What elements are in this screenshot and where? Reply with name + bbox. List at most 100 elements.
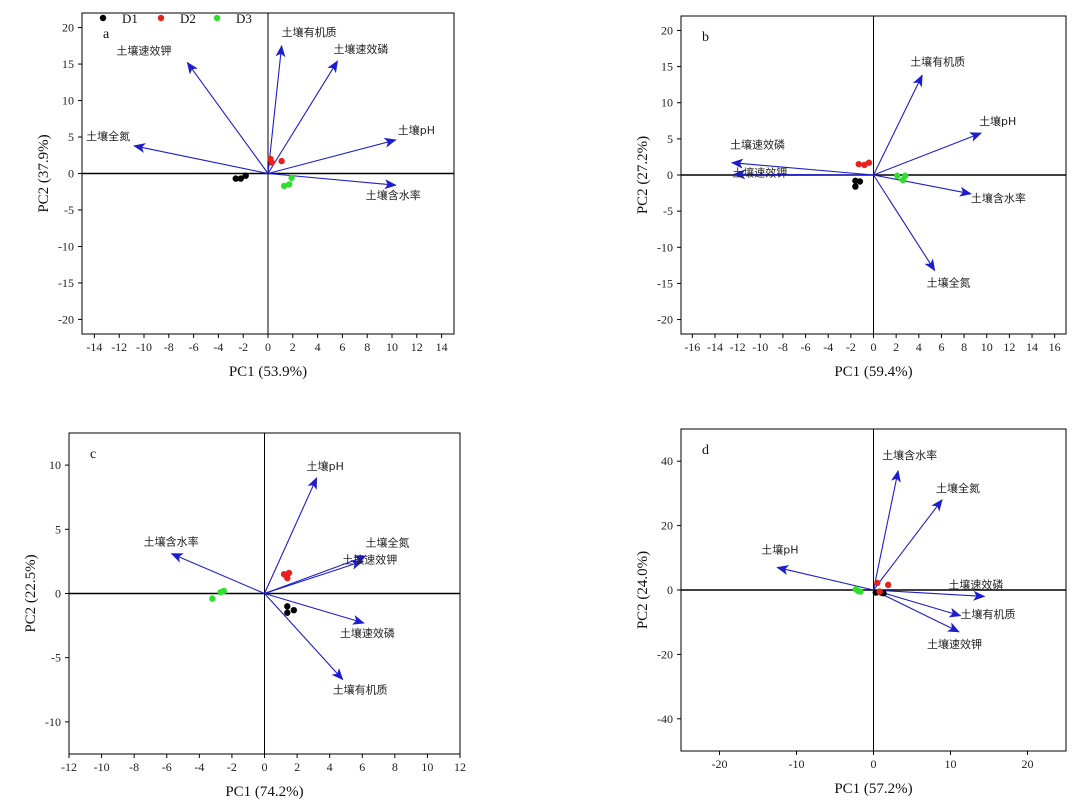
score-point-d2 xyxy=(874,579,881,587)
loading-vector xyxy=(873,174,936,272)
x-tick-label: 12 xyxy=(454,760,466,774)
score-point-d1 xyxy=(290,606,298,614)
y-tick-label: -10 xyxy=(657,240,673,254)
x-tick-label: 6 xyxy=(938,340,944,354)
y-tick-label: -5 xyxy=(64,203,74,217)
y-tick-label: -15 xyxy=(657,276,673,290)
x-axis-title: PC1 (74.2%) xyxy=(225,784,303,800)
vector-label: 土壤pH xyxy=(979,114,1016,128)
vector-label: 土壤含水率 xyxy=(144,535,199,549)
loading-vector xyxy=(186,61,269,174)
vector-label: 土壤速效钾 xyxy=(732,165,787,179)
loading-vector xyxy=(776,565,874,591)
y-tick-label: 10 xyxy=(49,458,61,472)
legend-item-d1: D1 xyxy=(99,11,138,26)
x-tick-label: -20 xyxy=(712,757,728,771)
vector-label: 土壤全氮 xyxy=(366,535,410,549)
x-tick-label: -6 xyxy=(162,760,172,774)
y-axis-title: PC2 (22.5%) xyxy=(23,554,39,632)
x-tick-label: -2 xyxy=(238,340,248,354)
x-tick-label: 0 xyxy=(871,757,877,771)
loading-vector xyxy=(170,553,265,595)
score-point-d2 xyxy=(855,160,862,168)
vector-label: 土壤有机质 xyxy=(961,607,1016,621)
loading-vector xyxy=(873,589,960,633)
y-tick-label: -40 xyxy=(657,712,673,726)
legend: D1 D2 D3 xyxy=(99,11,252,26)
score-point-d3 xyxy=(857,588,864,595)
x-tick-label: 14 xyxy=(436,340,448,354)
x-tick-label: -8 xyxy=(164,340,174,354)
x-tick-label: 10 xyxy=(421,760,433,774)
legend-marker-d2 xyxy=(157,14,165,22)
vector-label: 土壤有机质 xyxy=(333,683,388,697)
y-axis-title: PC2 (27.2%) xyxy=(635,136,651,214)
loading-vector xyxy=(730,158,874,176)
score-point-d3 xyxy=(280,182,288,190)
y-tick-label: 20 xyxy=(661,23,673,37)
loading-vector xyxy=(264,555,367,595)
x-tick-label: 12 xyxy=(1003,340,1015,354)
y-tick-label: 20 xyxy=(62,21,74,35)
y-tick-label: 0 xyxy=(667,583,673,597)
y-axis-title: PC2 (24.0%) xyxy=(635,551,651,629)
vector-label: 土壤速效磷 xyxy=(730,138,785,152)
loading-vector xyxy=(872,469,901,591)
score-point-d2 xyxy=(865,159,873,166)
x-tick-label: 4 xyxy=(315,340,321,354)
loading-vector xyxy=(264,592,365,625)
loading-vector xyxy=(873,132,983,176)
x-tick-label: 8 xyxy=(961,340,967,354)
y-tick-label: 40 xyxy=(661,454,673,468)
x-tick-label: 6 xyxy=(359,760,365,774)
score-point-d1 xyxy=(852,183,859,190)
legend-item-d2: D2 xyxy=(157,11,196,26)
loading-vector xyxy=(267,172,397,190)
x-tick-label: -10 xyxy=(136,340,152,354)
legend-marker-d3 xyxy=(213,14,221,22)
y-tick-label: 20 xyxy=(661,519,673,533)
y-tick-label: -20 xyxy=(657,647,673,661)
vector-label: 土壤pH xyxy=(307,459,344,473)
vector-label: 土壤速效磷 xyxy=(948,577,1003,591)
loading-vector xyxy=(263,477,318,594)
loading-vector xyxy=(733,169,874,180)
score-point-d1 xyxy=(284,609,291,616)
x-tick-label: -2 xyxy=(846,340,856,354)
vector-label: 土壤全氮 xyxy=(927,275,971,289)
pca-panel-c: -12 -10 -8 -6 -4 -2 0 2 4 6 8 10 12 -10 -5 0 5 10 PC1 (74.… xyxy=(23,432,466,800)
x-tick-label: 10 xyxy=(981,340,993,354)
y-tick-label: 5 xyxy=(55,522,61,536)
vector-label: 土壤有机质 xyxy=(282,25,337,39)
y-tick-label: 0 xyxy=(667,168,673,182)
score-point-d1 xyxy=(284,603,291,610)
x-tick-label: -12 xyxy=(111,340,127,354)
score-point-d1 xyxy=(237,175,244,182)
legend-label-d3: D3 xyxy=(236,11,252,26)
score-point-d2 xyxy=(285,569,293,577)
y-tick-label: 10 xyxy=(661,96,673,110)
y-tick-label: -15 xyxy=(58,276,74,290)
y-tick-label: -20 xyxy=(657,313,673,327)
x-tick-label: 2 xyxy=(290,340,296,354)
y-tick-label: -5 xyxy=(51,651,61,665)
x-tick-label: -12 xyxy=(730,340,746,354)
x-tick-label: 0 xyxy=(262,760,268,774)
y-tick-label: -20 xyxy=(58,312,74,326)
y-tick-label: 5 xyxy=(68,130,74,144)
x-tick-label: -6 xyxy=(189,340,199,354)
x-tick-label: -10 xyxy=(789,757,805,771)
loading-vector xyxy=(873,589,962,618)
y-tick-label: -5 xyxy=(663,204,673,218)
vector-label: 土壤速效钾 xyxy=(342,552,397,566)
x-tick-label: -14 xyxy=(86,340,102,354)
loading-vector xyxy=(264,593,344,681)
loading-vector xyxy=(133,143,269,175)
vector-label: 土壤速效钾 xyxy=(927,637,982,651)
x-tick-label: 4 xyxy=(916,340,922,354)
x-tick-label: -10 xyxy=(752,340,768,354)
pca-panel-d: -20 -10 0 10 20 -40 -20 0 20 40 PC1 (57.2%) PC2 (24… xyxy=(635,428,1067,797)
x-tick-label: -4 xyxy=(194,760,204,774)
panel-letter: a xyxy=(103,27,110,42)
